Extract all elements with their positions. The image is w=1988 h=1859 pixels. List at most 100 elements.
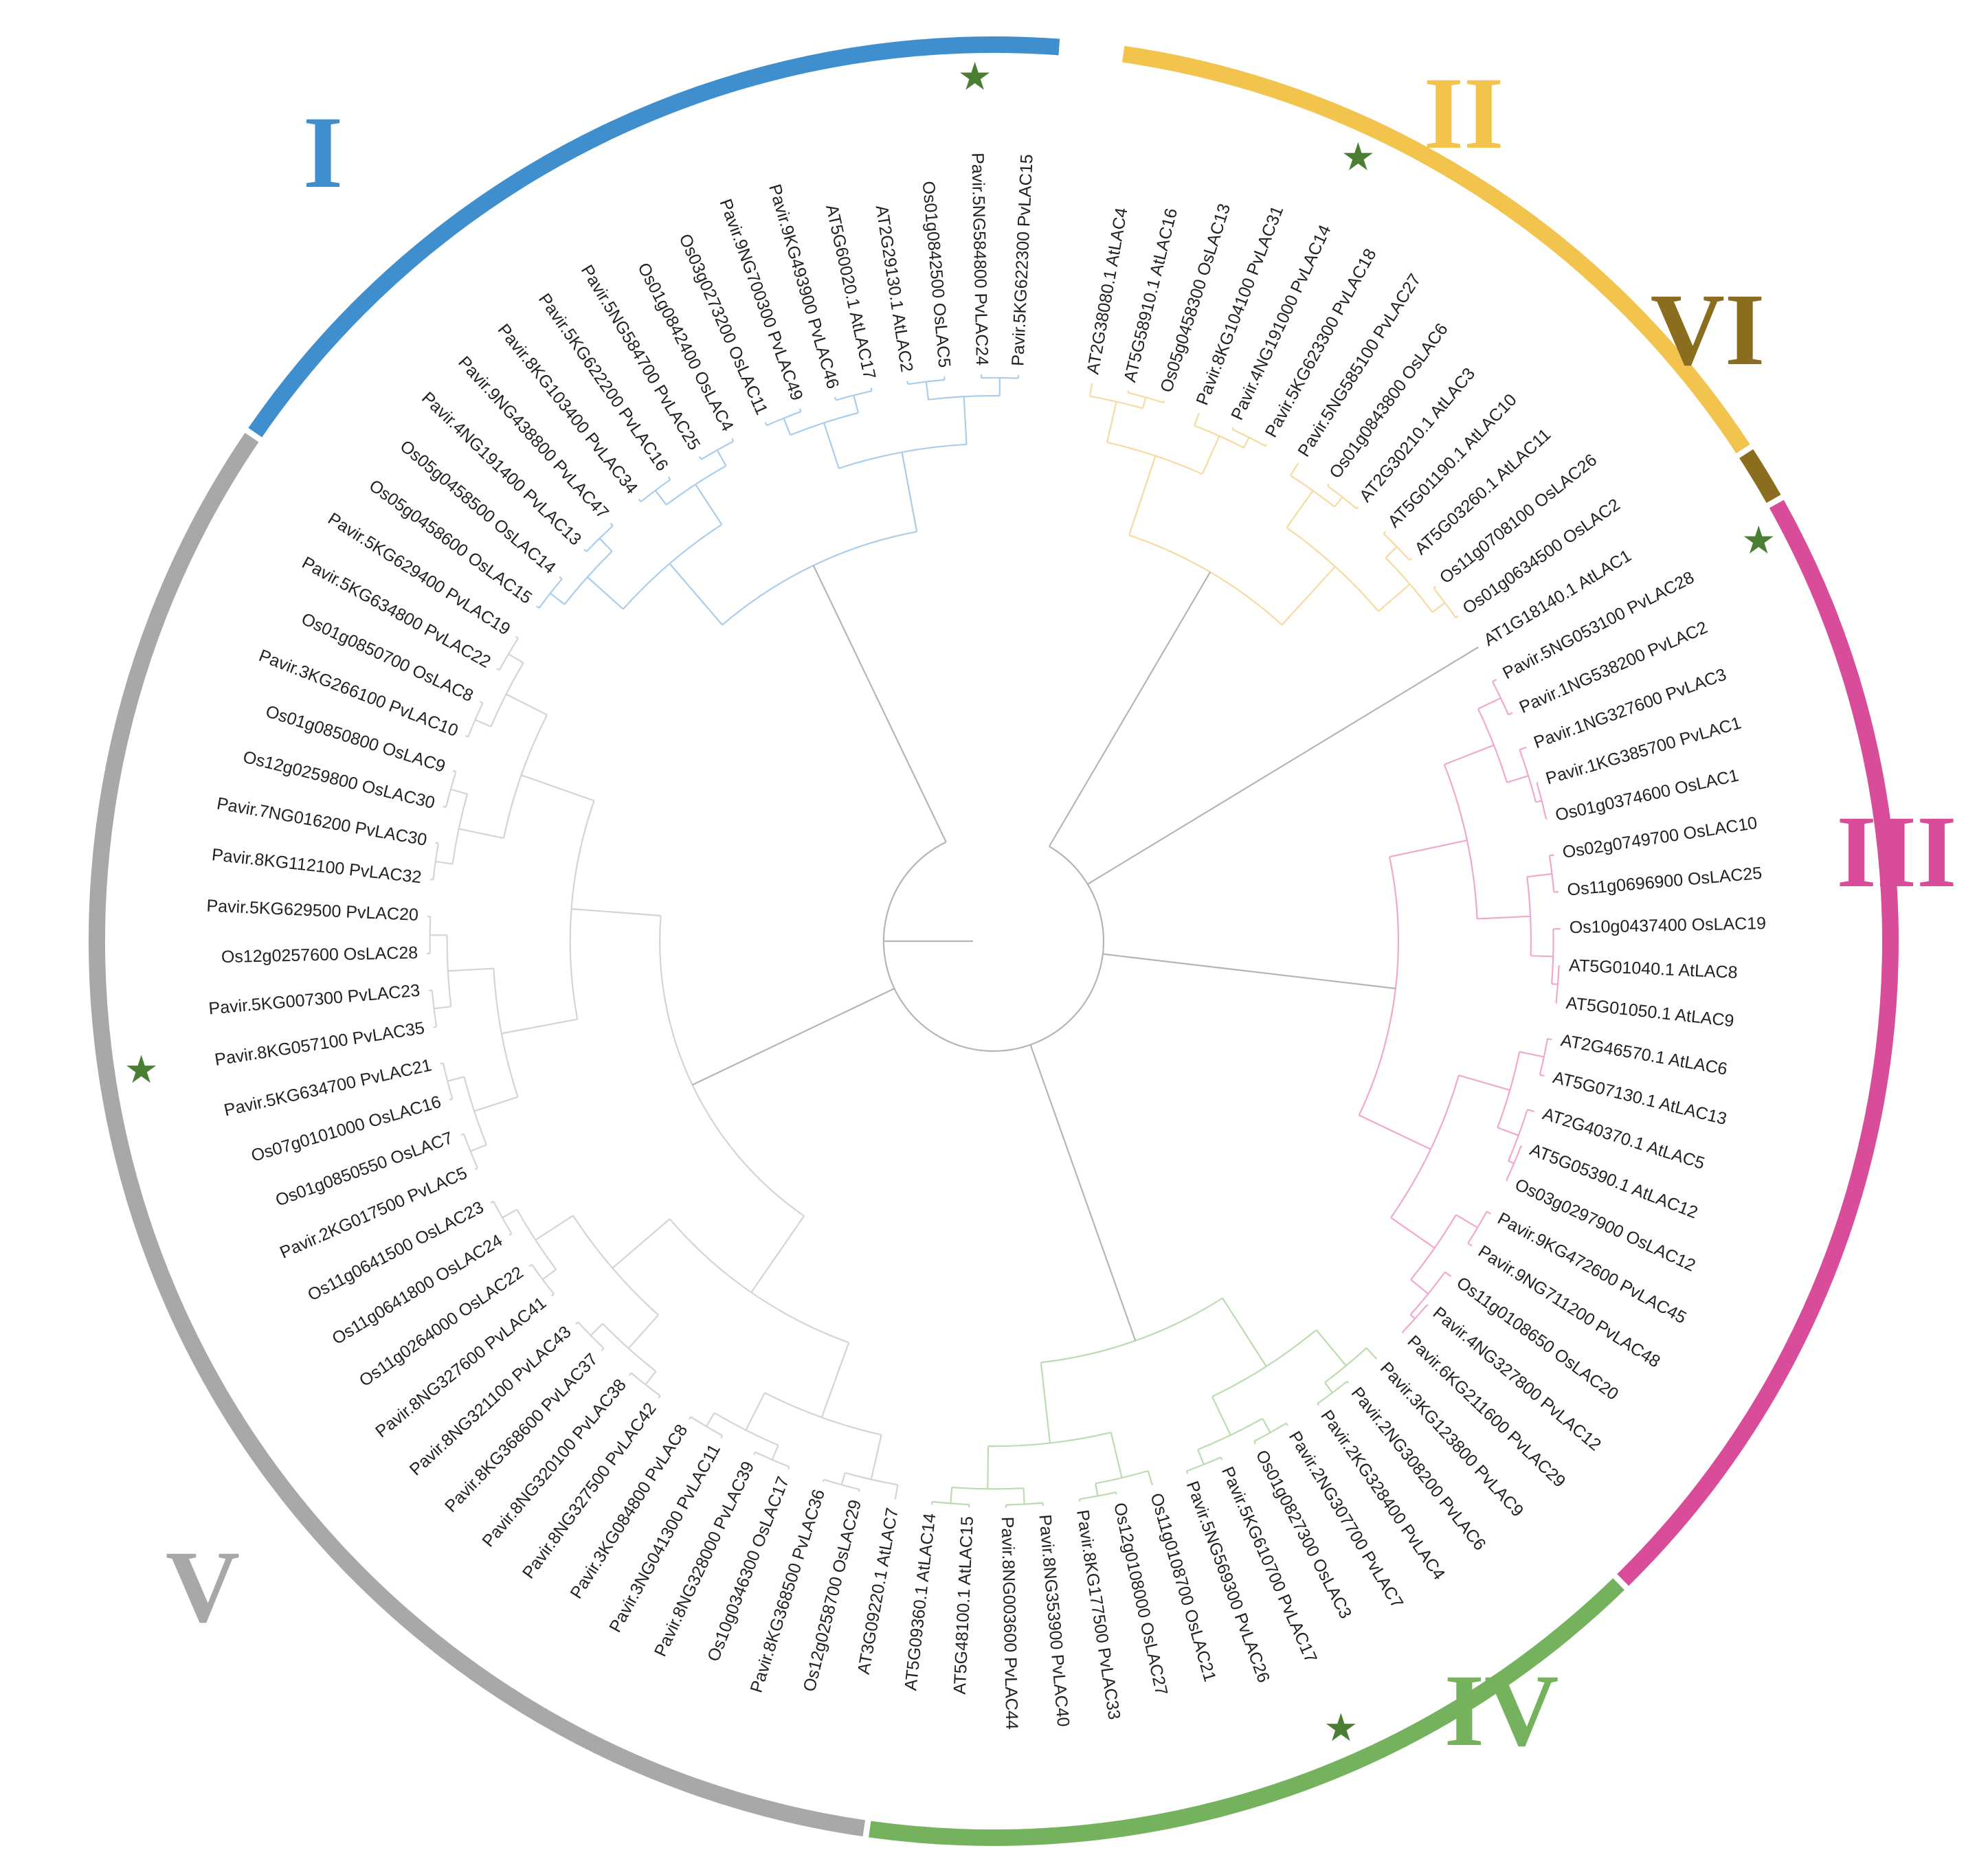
branch-segment [1410,1278,1429,1295]
branch-segment [1289,462,1299,476]
branch-segment [750,1215,805,1293]
branch-segment [583,548,588,552]
branch-segment [870,1434,882,1480]
branch-segment [447,1076,465,1082]
branch-segment [550,592,566,605]
leaf-label: Pavir.5NG584800 PvLAC24 [968,153,992,366]
branch-segment [1359,1114,1431,1150]
leaf-label: Os10g0437400 OsLAC19 [1569,914,1766,937]
branch-segment [433,1026,437,1028]
clade-label-V: V [166,1530,240,1644]
branch-segment [1433,585,1437,589]
branch-arc [432,843,440,880]
branch-segment [1356,506,1359,510]
branch-segment [475,719,491,728]
backbone-segment [1102,953,1396,989]
branch-segment [1431,602,1446,613]
branch-segment [1537,782,1539,784]
backbone-segment [1029,1044,1137,1341]
branch-segment [1409,557,1413,561]
branch-segment [716,449,727,466]
branch-segment [1519,746,1527,751]
branch-segment [435,860,453,865]
branch-arc [1536,782,1547,820]
branch-segment [1444,1271,1451,1277]
clade-label-VI: VI [1651,273,1765,387]
branch-segment [1040,1362,1051,1443]
branch-arc [1079,1491,1117,1500]
branch-segment [1088,383,1093,396]
branch-segment [1197,1449,1205,1465]
branch-segment [645,1371,657,1386]
branch-segment [764,422,768,426]
leaf-label: Os01g0850700 OsLAC8 [298,609,476,706]
branch-arc [836,390,872,401]
star-icon: ★ [1741,519,1776,563]
branch-arc [640,479,671,503]
branch-segment [1262,1418,1271,1433]
branch-segment [1535,800,1542,803]
clade-label-II: II [1424,56,1504,170]
branch-arc [1519,750,1537,803]
leaf-label: Os01g0842400 OsLAC4 [634,260,737,435]
branch-segment [1527,872,1552,878]
branch-segment [669,563,723,626]
clade-label-IV: IV [1444,1654,1559,1768]
branch-segment [1324,1382,1333,1393]
clade-label-III: III [1836,795,1956,909]
branch-segment [820,1342,850,1418]
branch-arc [669,1218,849,1344]
branch-segment [787,1466,790,1470]
branch-segment [654,490,667,506]
branch-arc [467,702,484,737]
branch-segment [1390,1217,1436,1249]
leaf-label: Os01g0827300 OsLAC3 [1252,1447,1356,1622]
leaf-label: AT2G29130.1 AtLAC2 [872,204,917,374]
branch-segment [435,842,439,844]
star-icon: ★ [1324,1706,1358,1750]
backbone-segment [812,565,947,843]
branch-segment [515,635,519,640]
branch-arc [1507,1109,1528,1162]
branch-segment [479,701,483,704]
branch-segment [720,1435,724,1439]
branch-arc [493,1201,513,1235]
branch-segment [834,396,837,401]
branch-segment [574,1321,579,1325]
branch-segment [822,1479,825,1483]
branch-segment [1365,1347,1378,1360]
branch-segment [501,1018,578,1035]
branch-segment [434,1006,451,1010]
leaf-label: AT3G09220.1 AtLAC7 [854,1507,902,1676]
branch-segment [1549,854,1554,857]
branch-segment [1095,1483,1099,1496]
branch-segment [705,1412,715,1427]
branch-segment [465,734,469,738]
branch-segment [1409,1314,1416,1320]
leaf-labels: Pavir.5KG622300 PvLAC15 Pavir.5NG584800 P… [206,153,1766,1730]
leaf-label: AT2G38080.1 AtLAC4 [1083,206,1131,376]
branch-segment [535,1215,574,1241]
branch-segment [1281,565,1336,626]
branch-arc [1358,856,1399,1116]
branch-segment [667,476,671,480]
backbone-arc [882,841,1105,1052]
branch-segment [688,1416,691,1420]
branch-segment [823,422,840,469]
clade-arcs [88,36,1899,1847]
leaf-label: Pavir.5KG610700 PvLAC17 [1218,1464,1321,1666]
branch-segment [1253,1441,1256,1445]
branch-segment [447,967,494,972]
branch-segment [587,576,624,610]
branch-segment [745,1392,766,1431]
leaf-label: Pavir.1NG538200 PvLAC2 [1517,618,1710,717]
backbone-segment [692,987,895,1086]
branch-arc [1231,429,1266,447]
branch-segment [541,1268,557,1281]
leaf-label: Pavir.8NG353900 PvLAC40 [1035,1513,1073,1727]
branch-segment [627,1314,659,1349]
leaf-label: AT2G46570.1 AtLAC6 [1559,1030,1729,1079]
branch-segment [695,484,723,526]
branch-segment [963,396,968,444]
